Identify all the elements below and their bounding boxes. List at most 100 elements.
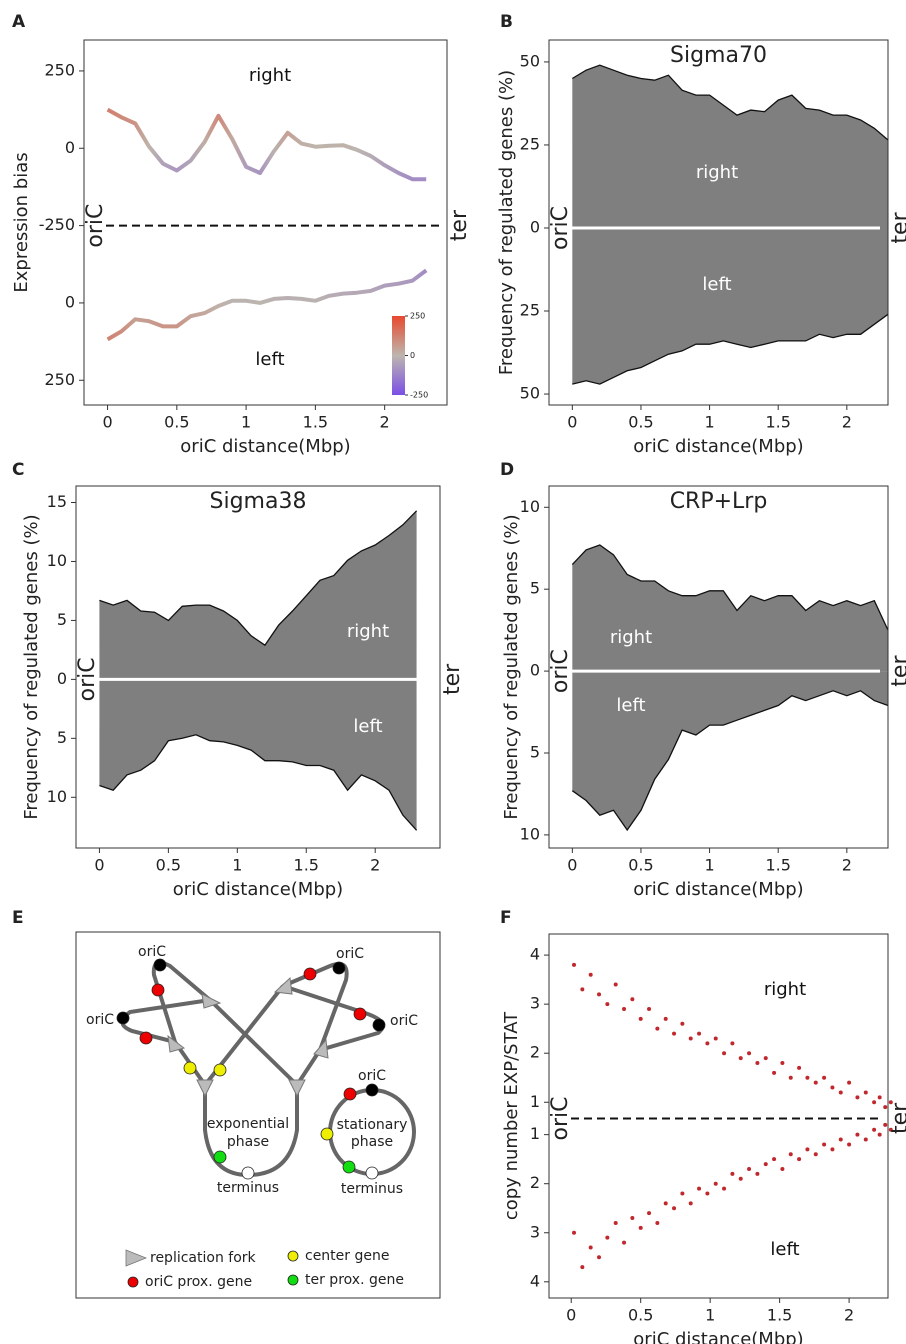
point: [855, 1095, 860, 1100]
point: [877, 1132, 882, 1137]
label: phase: [351, 1134, 393, 1150]
x-tick-label: 2: [842, 856, 852, 875]
point: [822, 1075, 827, 1080]
point: [847, 1080, 852, 1085]
point: [830, 1085, 835, 1090]
chart-title: CRP+Lrp: [670, 489, 768, 514]
point: [597, 992, 602, 997]
point: [805, 1147, 810, 1152]
x-tick-label: 1: [232, 856, 242, 875]
series-label: left: [255, 349, 284, 370]
y-tick-label: 0: [57, 669, 67, 688]
point: [888, 1127, 893, 1132]
x-tick-label: 1.5: [765, 413, 790, 432]
point: [613, 982, 618, 987]
colorbar-tick-label: -250: [410, 391, 428, 400]
panel-letter: F: [500, 908, 512, 928]
area-outline: [571, 64, 889, 141]
point: [605, 1002, 610, 1007]
x-tick-label: 0: [567, 856, 577, 875]
frame: [548, 933, 889, 1299]
point: [883, 1105, 888, 1110]
x-axis-label: oriC distance(Mbp): [633, 1329, 803, 1344]
point: [872, 1127, 877, 1132]
chart-title: Sigma38: [210, 489, 307, 514]
point: [755, 1171, 760, 1176]
y-tick-label: 0: [530, 661, 540, 680]
x-tick-label: 1: [704, 413, 714, 432]
point: [772, 1157, 777, 1162]
point: [688, 1036, 693, 1041]
point: [838, 1090, 843, 1095]
frame: [548, 39, 889, 406]
terminus-label: ter: [888, 655, 906, 687]
point: [863, 1090, 868, 1095]
line: [106, 107, 427, 182]
point: [680, 1021, 685, 1026]
legend-label: center gene: [305, 1248, 389, 1264]
point: [883, 1122, 888, 1127]
series-label: right: [764, 979, 806, 1000]
label: stationary: [337, 1117, 408, 1133]
x-tick-label: 1: [241, 413, 251, 432]
x-tick-label: 2: [842, 413, 852, 432]
y-tick-label: -250: [39, 215, 75, 234]
terminus-label: ter: [888, 211, 906, 243]
x-tick-label: 0: [566, 1306, 576, 1325]
colorbar-tick-label: 0: [410, 351, 415, 360]
point: [872, 1100, 877, 1105]
area-outline: [99, 734, 418, 831]
point: [588, 972, 593, 977]
x-axis-label: oriC distance(Mbp): [173, 879, 343, 900]
point: [838, 1137, 843, 1142]
x-tick-label: 1: [705, 1306, 715, 1325]
series-label: right: [249, 65, 291, 86]
y-axis-label: Frequency of regulated genes (%): [501, 514, 522, 819]
point: [638, 1225, 643, 1230]
area-outline: [571, 690, 889, 832]
area-outline: [99, 510, 418, 647]
y-tick-label: 4: [530, 945, 540, 964]
x-tick-label: 1.5: [767, 1306, 792, 1325]
label: oriC: [358, 1068, 386, 1084]
series-label: left: [770, 1239, 799, 1260]
origin-label: oriC: [548, 649, 573, 693]
series-label: right: [347, 621, 389, 642]
point: [788, 1075, 793, 1080]
x-tick-label: 1: [704, 856, 714, 875]
label: oriC: [138, 944, 166, 960]
y-tick-label: 5: [57, 728, 67, 747]
chart-title: Sigma70: [670, 43, 767, 68]
point: [655, 1220, 660, 1225]
point: [597, 1255, 602, 1260]
point: [630, 997, 635, 1002]
panel-letter: B: [500, 12, 513, 32]
diagram-e: oriC oriC oriC oriC exponential phase te…: [75, 931, 441, 1299]
series-label: left: [702, 274, 731, 295]
label: terminus: [341, 1181, 403, 1197]
y-tick-label: 4: [530, 1271, 540, 1290]
y-tick-label: 50: [520, 384, 540, 403]
x-tick-label: 0: [94, 856, 104, 875]
origin-label: oriC: [75, 657, 100, 701]
point: [647, 1211, 652, 1216]
point: [672, 1031, 677, 1036]
point: [647, 1007, 652, 1012]
point: [655, 1026, 660, 1031]
strand: [120, 960, 212, 1087]
terminus-label: ter: [447, 209, 472, 241]
area-fill: [572, 545, 888, 672]
legend-label: ter prox. gene: [305, 1272, 404, 1288]
point: [780, 1166, 785, 1171]
point: [572, 962, 577, 967]
point: [672, 1206, 677, 1211]
point: [697, 1031, 702, 1036]
x-axis-label: oriC distance(Mbp): [633, 436, 803, 457]
point: [747, 1166, 752, 1171]
series-label: left: [616, 695, 645, 716]
point: [788, 1152, 793, 1157]
label: oriC: [86, 1012, 114, 1028]
point: [830, 1147, 835, 1152]
point: [730, 1041, 735, 1046]
